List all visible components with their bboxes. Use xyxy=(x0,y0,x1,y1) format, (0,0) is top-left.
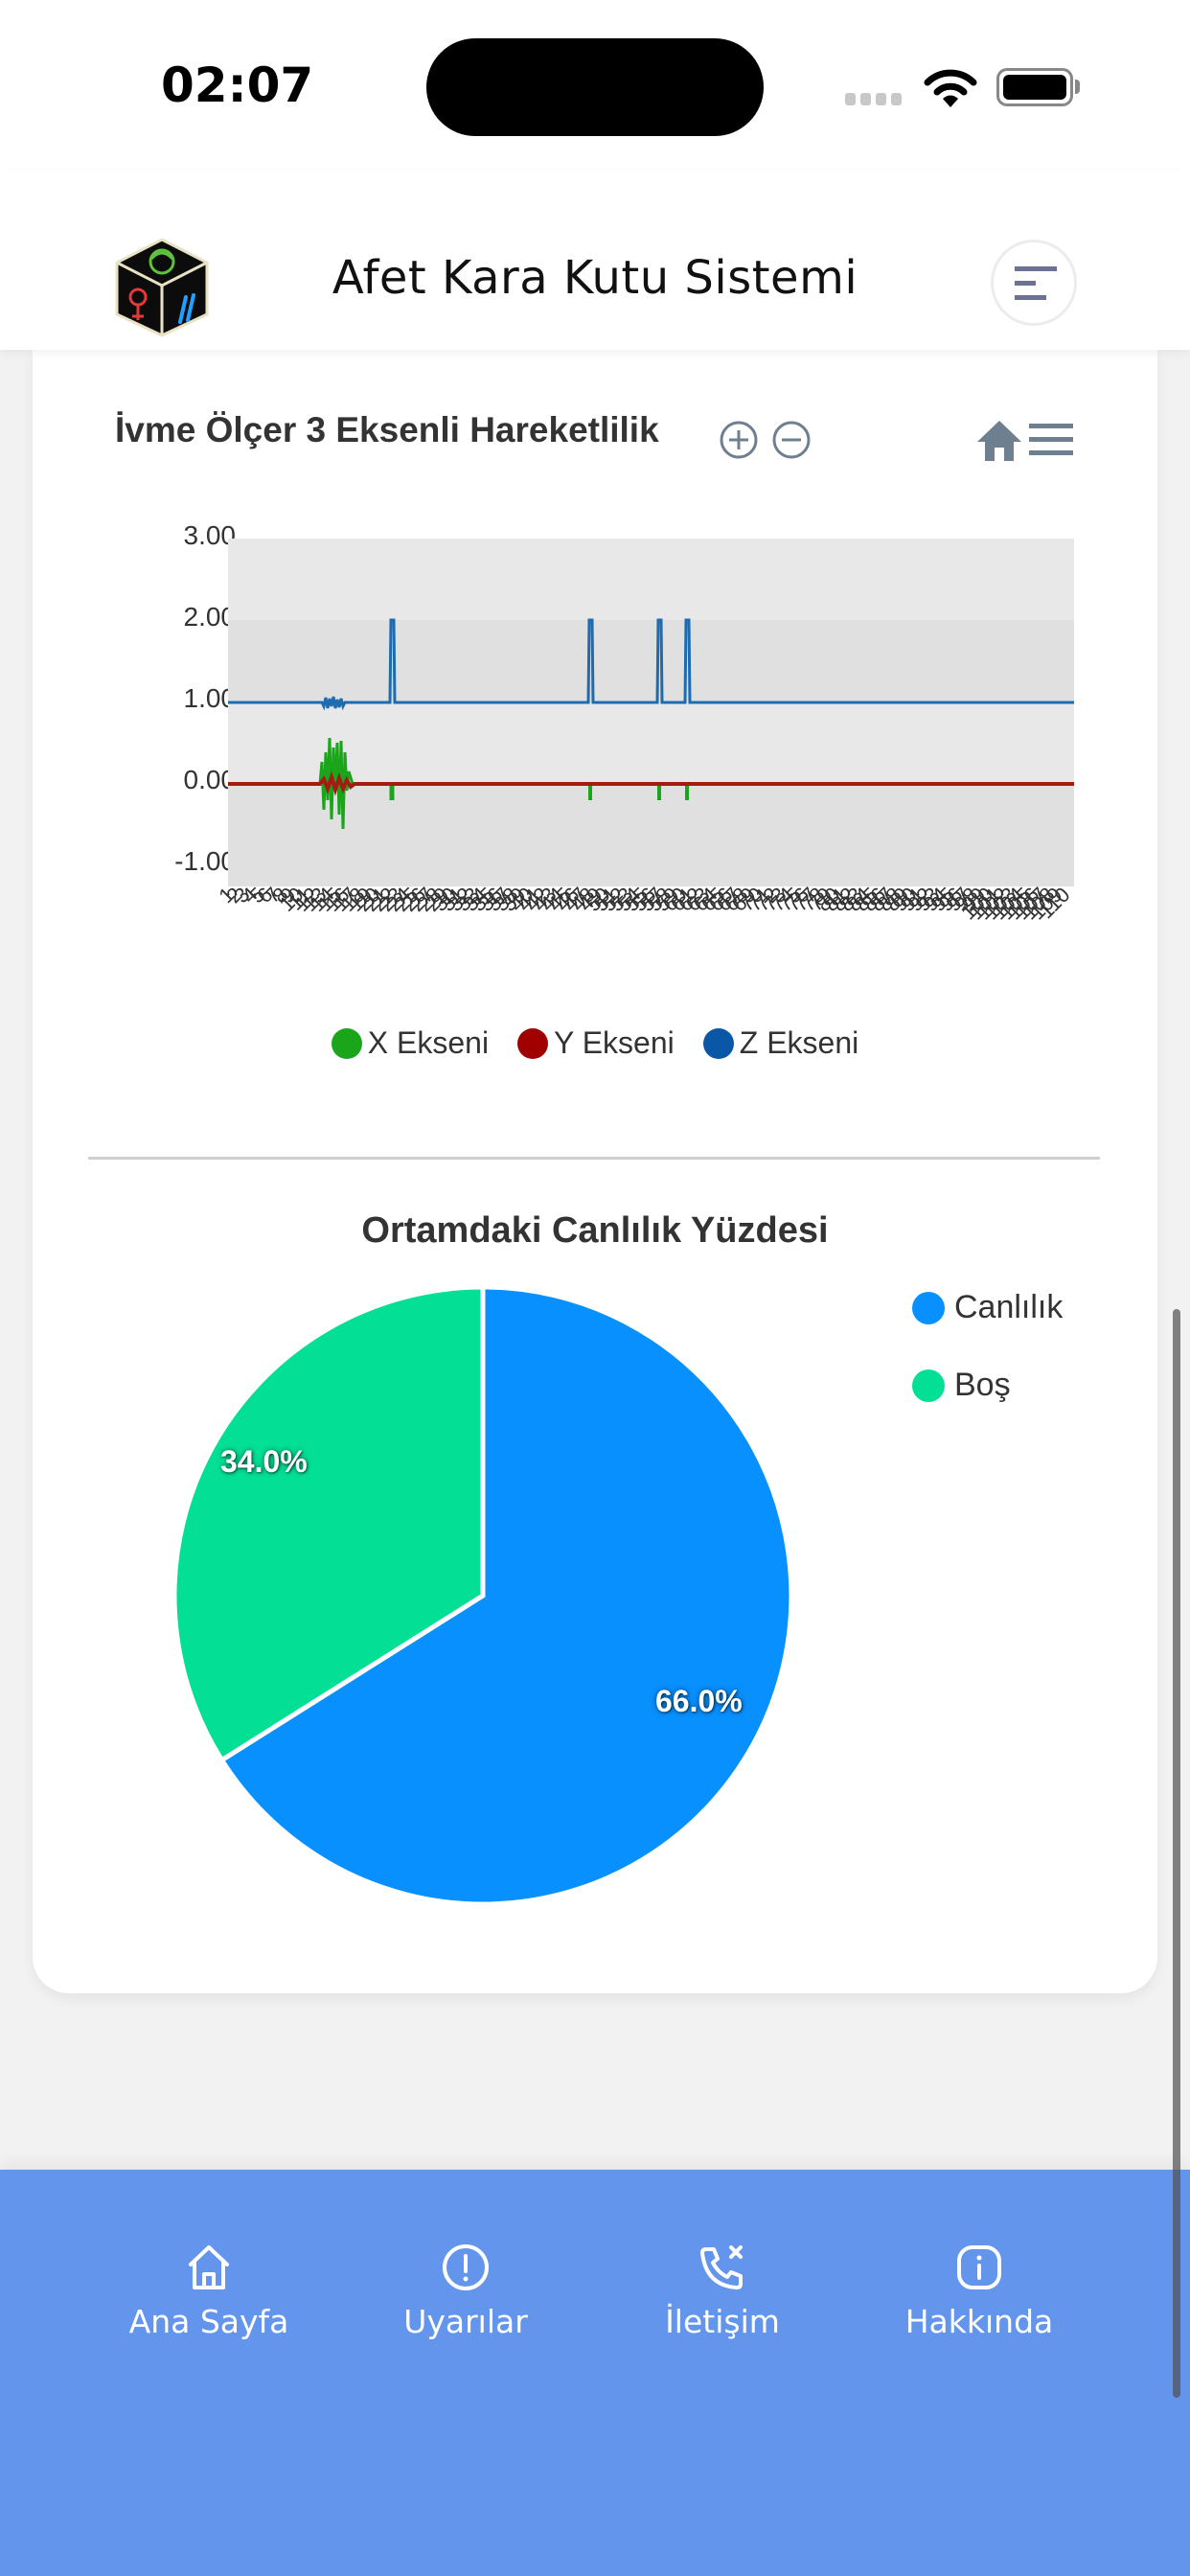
nav-label: Uyarılar xyxy=(403,2303,528,2340)
pie-chart-legend: Canlılık Boş xyxy=(912,1289,1063,1444)
line-chart-title: İvme Ölçer 3 Eksenli Hareketlilik xyxy=(115,410,659,449)
battery-icon xyxy=(996,68,1073,106)
status-time: 02:07 xyxy=(161,58,314,113)
pie-slice-bos xyxy=(172,1284,486,1764)
legend-item-x[interactable]: X Ekseni xyxy=(331,1025,490,1061)
legend-label: Y Ekseni xyxy=(554,1025,675,1060)
y-tick: 2.00 xyxy=(183,602,237,632)
nav-item-home[interactable]: Ana Sayfa xyxy=(103,2242,314,2340)
pie-label-bos: 34.0% xyxy=(220,1444,308,1479)
nav-item-contact[interactable]: İletişim xyxy=(617,2242,828,2340)
chart-menu-hamburger-icon[interactable] xyxy=(1029,424,1073,456)
wifi-icon xyxy=(924,69,977,107)
legend-dot-z xyxy=(702,1027,734,1059)
nav-label: Hakkında xyxy=(904,2303,1054,2340)
y-tick: -1.00 xyxy=(174,846,236,876)
home-icon xyxy=(189,2245,229,2289)
menu-button[interactable] xyxy=(991,240,1077,326)
legend-dot-x xyxy=(331,1027,362,1059)
scrollbar[interactable] xyxy=(1173,1309,1180,2398)
reset-zoom-home-icon[interactable] xyxy=(975,419,1023,461)
logo-icon xyxy=(115,238,209,337)
legend-item-z[interactable]: Z Ekseni xyxy=(702,1025,859,1061)
nav-label: Ana Sayfa xyxy=(128,2303,289,2340)
plot-area: 1 2 3 4 5 6 7 8 9 10 11 12 13 14 15 16 1… xyxy=(214,539,1075,925)
nav-item-about[interactable]: Hakkında xyxy=(874,2242,1085,2340)
legend-item-canlilik[interactable]: Canlılık xyxy=(912,1289,1063,1326)
info-icon xyxy=(957,2245,1001,2289)
legend-item-bos[interactable]: Boş xyxy=(912,1367,1063,1404)
y-tick: 0.00 xyxy=(183,765,237,794)
battery-tip xyxy=(1075,80,1080,94)
pie-label-canlilik: 66.0% xyxy=(655,1684,743,1718)
zoom-out-icon[interactable] xyxy=(771,420,812,460)
legend-dot-bos xyxy=(912,1368,945,1402)
zoom-in-icon[interactable] xyxy=(719,420,759,460)
pie-chart-title: Ortamdaki Canlılık Yüzdesi xyxy=(361,1210,829,1251)
legend-dot-canlilik xyxy=(912,1291,945,1324)
legend-item-y[interactable]: Y Ekseni xyxy=(517,1025,675,1061)
nav-item-alerts[interactable]: Uyarılar xyxy=(360,2242,571,2340)
cellular-signal-icon xyxy=(845,93,902,105)
legend-label: Boş xyxy=(954,1367,1011,1403)
dashboard-card: İvme Ölçer 3 Eksenli Hareketlilik 3.00 2… xyxy=(33,350,1157,1993)
legend-label: X Ekseni xyxy=(367,1025,490,1060)
section-divider xyxy=(88,1157,1100,1160)
accelerometer-line-chart[interactable]: 3.00 2.00 1.00 0.00 -1.00 xyxy=(33,503,1157,1078)
app-header: Afet Kara Kutu Sistemi xyxy=(0,172,1190,350)
dynamic-island xyxy=(426,38,764,136)
menu-lines-icon xyxy=(1015,266,1057,271)
legend-dot-y xyxy=(517,1027,549,1059)
y-tick: 1.00 xyxy=(183,683,237,713)
pie-slice-canlilik xyxy=(218,1284,794,1907)
bottom-navigation: Ana Sayfa Uyarılar İletişim Hakkında xyxy=(0,2170,1190,2576)
status-bar: 02:07 xyxy=(0,0,1190,172)
legend-label: Z Ekseni xyxy=(739,1025,859,1060)
legend-label: Canlılık xyxy=(954,1289,1064,1325)
y-tick: 3.00 xyxy=(183,520,237,550)
vitality-pie-chart[interactable] xyxy=(167,1279,799,1912)
line-chart-legend: X Ekseni Y Ekseni Z Ekseni xyxy=(33,1025,1157,1061)
x-tick-labels: 1 2 3 4 5 6 7 8 9 10 11 12 13 14 15 16 1… xyxy=(214,883,1074,925)
alert-circle-icon xyxy=(443,2244,489,2290)
nav-label: İletişim xyxy=(665,2303,780,2340)
app-title: Afet Kara Kutu Sistemi xyxy=(332,251,858,305)
phone-x-icon xyxy=(700,2245,743,2289)
